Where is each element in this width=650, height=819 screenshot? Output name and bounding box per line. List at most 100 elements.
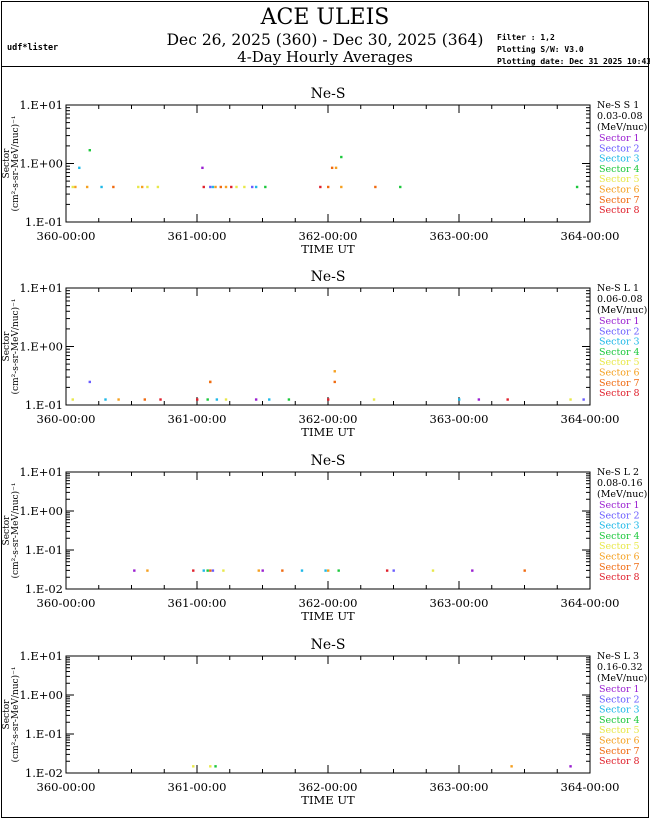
data-point	[243, 185, 246, 189]
plot-area-frame	[65, 287, 591, 406]
legend-title-line: (MeV/nuc)	[597, 122, 647, 133]
y-axis-label: Sector	[2, 148, 12, 179]
plot-area-frame	[65, 104, 591, 223]
data-point	[85, 185, 89, 189]
data-point	[327, 398, 330, 401]
data-point	[117, 398, 120, 401]
x-tick-label: 363-00:00	[430, 412, 489, 426]
data-point	[510, 765, 513, 768]
data-point	[235, 185, 238, 189]
x-tick-label: 362-00:00	[299, 596, 358, 610]
chart-title: Ne-S	[311, 453, 346, 469]
y-axis-label: Sector	[2, 515, 12, 546]
legend-entry: Sector 6	[599, 368, 640, 379]
x-axis-label: TIME UT	[301, 609, 355, 623]
x-tick-label: 363-00:00	[430, 780, 489, 794]
legend-entry: Sector 6	[599, 552, 640, 563]
data-point	[211, 185, 215, 189]
legend-entry: Sector 3	[599, 337, 640, 348]
page-title: ACE ULEIS	[260, 5, 390, 30]
legend-entry: Sector 6	[599, 185, 640, 196]
x-tick-label: 362-00:00	[299, 229, 358, 243]
data-point	[219, 185, 222, 189]
data-point	[458, 398, 461, 401]
legend-entry: Sector 7	[599, 746, 640, 757]
data-point	[268, 398, 271, 401]
y-tick-label: 1.E+01	[19, 465, 63, 479]
legend-title-line: (MeV/nuc)	[597, 489, 647, 500]
y-tick-label: 1.E-02	[25, 582, 63, 596]
x-tick-label: 362-00:00	[299, 412, 358, 426]
data-point	[133, 569, 136, 572]
chart-panel-4: Ne-S 1.E-02 1.E-01 1.E+00 1.E+01 360-00:00 361…	[2, 637, 647, 807]
plot-date-label: Plotting date: Dec 31 2025 10:43	[497, 57, 650, 66]
data-point	[209, 185, 212, 189]
data-point	[146, 569, 149, 572]
x-tick-label: 362-00:00	[299, 780, 358, 794]
data-point	[281, 569, 284, 572]
data-point	[287, 398, 291, 401]
x-tick-label: 361-00:00	[168, 229, 227, 243]
y-tick-label: 1.E-02	[25, 766, 63, 780]
legend-entry: Sector 4	[599, 531, 640, 542]
x-tick-label: 363-00:00	[430, 229, 489, 243]
x-tick-label: 364-00:00	[561, 412, 620, 426]
legend-entry: Sector 5	[599, 541, 640, 552]
data-point	[74, 185, 77, 189]
x-tick-label: 360-00:00	[37, 596, 96, 610]
legend-title-line: 0.16-0.32	[597, 662, 643, 673]
data-point	[71, 185, 74, 189]
data-point	[569, 398, 572, 401]
x-tick-label: 361-00:00	[168, 596, 227, 610]
x-tick-label: 360-00:00	[37, 780, 96, 794]
x-tick-label: 360-00:00	[37, 229, 96, 243]
legend-entry: Sector 6	[599, 736, 640, 747]
legend-entry: Sector 2	[599, 326, 640, 337]
legend-entry: Sector 3	[599, 521, 640, 532]
legend-entry: Sector 7	[599, 562, 640, 573]
chart-title: Ne-S	[311, 637, 346, 653]
x-axis-label: TIME UT	[301, 425, 355, 439]
data-point	[337, 569, 340, 572]
legend-entry: Sector 2	[599, 143, 640, 154]
data-point	[333, 370, 336, 373]
data-point	[569, 765, 572, 768]
legend-title-line: Ne-S L 1	[597, 283, 639, 294]
data-point	[330, 166, 334, 170]
data-point	[324, 569, 327, 572]
legend-title-line: Ne-S S 1	[597, 100, 639, 111]
data-point	[201, 166, 204, 170]
y-tick-label: 1.E+01	[19, 649, 63, 663]
data-point	[399, 185, 402, 189]
data-point	[506, 398, 509, 401]
legend-title-line: 0.08-0.16	[597, 478, 643, 489]
data-point	[146, 185, 149, 189]
legend-title-line: Ne-S L 2	[597, 467, 639, 478]
chart-title: Ne-S	[311, 269, 346, 285]
data-point	[319, 185, 322, 189]
legend-entry: Sector 1	[599, 684, 640, 695]
legend-entry: Sector 8	[599, 572, 640, 583]
data-point	[196, 398, 199, 401]
y-tick-label: 1.E-01	[25, 727, 63, 741]
legend-entry: Sector 1	[599, 316, 640, 327]
data-point	[261, 569, 264, 572]
data-point	[340, 185, 343, 189]
legend-title-line: Ne-S L 3	[597, 651, 639, 662]
data-point	[202, 185, 205, 189]
data-point	[206, 569, 209, 572]
data-point	[254, 185, 258, 189]
data-point	[385, 569, 389, 572]
legend-entry: Sector 1	[599, 500, 640, 511]
data-point	[71, 398, 74, 401]
y-tick-label: 1.E-01	[25, 215, 63, 229]
legend-entry: Sector 4	[599, 164, 640, 175]
legend-title-line: 0.03-0.08	[597, 111, 643, 122]
legend-entry: Sector 8	[599, 756, 640, 767]
data-point	[137, 185, 140, 189]
data-point	[209, 765, 212, 768]
data-point	[257, 569, 260, 572]
legend-entry: Sector 7	[599, 195, 640, 206]
chart-panel-2: Ne-S 1.E-01 1.E+00 1.E+01 360-00:00 361-00:00…	[2, 269, 647, 439]
